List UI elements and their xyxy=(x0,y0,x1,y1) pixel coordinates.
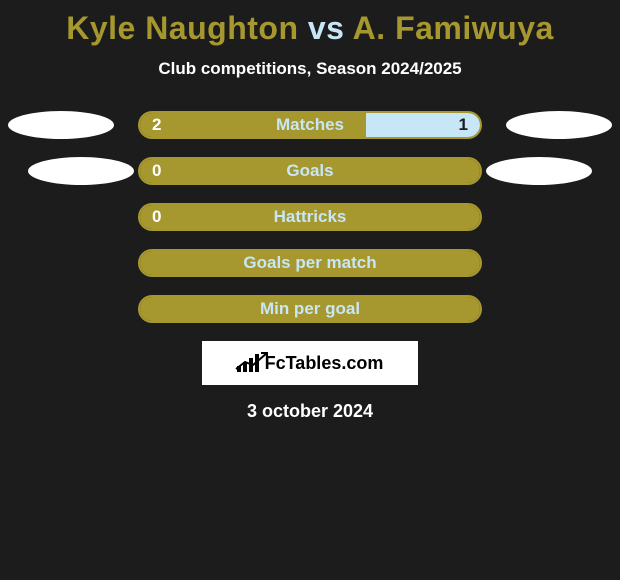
stat-row: Min per goal xyxy=(0,295,620,323)
brand-text: FcTables.com xyxy=(265,353,384,374)
stat-bar-label: Matches xyxy=(140,113,480,137)
brand-bars-icon xyxy=(237,354,259,372)
ellipse-spacer xyxy=(506,295,612,323)
stat-bar-label: Goals per match xyxy=(140,251,480,275)
ellipse-spacer xyxy=(506,203,612,231)
stat-row: Goals0 xyxy=(0,157,620,185)
ellipse-spacer xyxy=(8,249,114,277)
stat-bar-label: Hattricks xyxy=(140,205,480,229)
stat-row: Matches2 1 xyxy=(0,111,620,139)
stat-bar: Matches2 1 xyxy=(138,111,482,139)
stat-bar: Min per goal xyxy=(138,295,482,323)
stat-bar-value-left: 0 xyxy=(152,205,161,229)
ellipse-right xyxy=(486,157,592,185)
ellipse-spacer xyxy=(506,249,612,277)
ellipse-right xyxy=(506,111,612,139)
stat-bar: Hattricks0 xyxy=(138,203,482,231)
ellipse-left xyxy=(28,157,134,185)
brand-box: FcTables.com xyxy=(202,341,418,385)
stat-bar-label: Goals xyxy=(140,159,480,183)
stat-bar-value-left: 0 xyxy=(152,159,161,183)
ellipse-spacer xyxy=(8,203,114,231)
stat-bar-label: Min per goal xyxy=(140,297,480,321)
title-vs: vs xyxy=(298,10,352,46)
stat-rows: Matches21Goals0Hattricks0Goals per match… xyxy=(0,111,620,323)
page-title: Kyle Naughton vs A. Famiwuya xyxy=(0,0,620,47)
comparison-infographic: Kyle Naughton vs A. Famiwuya Club compet… xyxy=(0,0,620,580)
subtitle: Club competitions, Season 2024/2025 xyxy=(0,59,620,79)
stat-row: Hattricks0 xyxy=(0,203,620,231)
stat-bar-value-left: 2 xyxy=(152,113,161,137)
stat-bar-value-right: 1 xyxy=(459,113,468,137)
stat-bar: Goals0 xyxy=(138,157,482,185)
ellipse-left xyxy=(8,111,114,139)
ellipse-spacer xyxy=(8,295,114,323)
title-player-a: Kyle Naughton xyxy=(66,10,298,46)
stat-bar: Goals per match xyxy=(138,249,482,277)
title-player-b: A. Famiwuya xyxy=(353,10,554,46)
stat-row: Goals per match xyxy=(0,249,620,277)
date-text: 3 october 2024 xyxy=(0,401,620,422)
